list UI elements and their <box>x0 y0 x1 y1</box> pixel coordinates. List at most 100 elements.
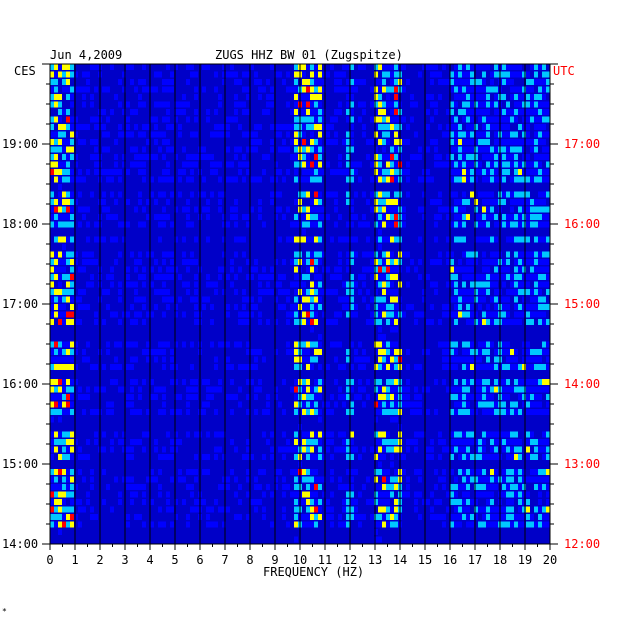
spectrogram-cell <box>310 169 314 175</box>
spectrogram-cell <box>338 71 342 78</box>
spectrogram-cell <box>250 296 254 303</box>
spectrogram-cell <box>314 86 318 93</box>
spectrogram-cell <box>514 296 518 303</box>
spectrogram-cell <box>382 409 386 415</box>
spectrogram-cell <box>58 379 62 385</box>
spectrogram-cell <box>462 251 466 258</box>
spectrogram-cell <box>58 116 62 123</box>
spectrogram-cell <box>522 379 526 385</box>
spectrogram-cell <box>374 236 378 243</box>
spectrogram-cell <box>222 79 226 85</box>
spectrogram-cell <box>494 364 498 370</box>
spectrogram-cell <box>106 409 110 415</box>
spectrogram-cell <box>162 176 166 183</box>
spectrogram-cell <box>462 431 466 438</box>
spectrogram-cell <box>166 101 170 108</box>
spectrogram-cell <box>490 146 494 153</box>
spectrogram-cell <box>138 484 142 490</box>
spectrogram-cell <box>474 484 478 490</box>
spectrogram-cell <box>442 341 446 348</box>
spectrogram-cell <box>126 484 130 490</box>
spectrogram-cell <box>378 274 382 280</box>
spectrogram-cell <box>378 64 382 70</box>
spectrogram-cell <box>470 154 474 160</box>
spectrogram-cell <box>466 289 470 295</box>
spectrogram-cell <box>542 379 546 385</box>
spectrogram-cell <box>154 131 158 138</box>
spectrogram-cell <box>502 469 506 475</box>
spectrogram-cell <box>50 311 54 318</box>
spectrogram-cell <box>186 199 190 205</box>
spectrogram-cell <box>474 79 478 85</box>
spectrogram-cell <box>102 124 106 130</box>
spectrogram-cell <box>394 326 398 333</box>
spectrogram-cell <box>418 206 422 213</box>
spectrogram-cell <box>102 431 106 438</box>
spectrogram-cell <box>378 506 382 513</box>
spectrogram-cell <box>74 514 78 520</box>
spectrogram-cell <box>162 206 166 213</box>
spectrogram-cell <box>306 86 310 93</box>
spectrogram-cell <box>374 154 378 160</box>
spectrogram-cell <box>150 499 154 505</box>
spectrogram-cell <box>502 131 506 138</box>
spectrogram-cell <box>314 289 318 295</box>
spectrogram-cell <box>294 139 298 145</box>
spectrogram-cell <box>450 446 454 453</box>
spectrogram-cell <box>54 139 58 145</box>
spectrogram-cell <box>438 431 442 438</box>
spectrogram-cell <box>82 506 86 513</box>
spectrogram-cell <box>386 439 390 445</box>
spectrogram-cell <box>70 86 74 93</box>
spectrogram-cell <box>226 484 230 490</box>
spectrogram-cell <box>382 214 386 220</box>
spectrogram-cell <box>474 169 478 175</box>
spectrogram-cell <box>494 356 498 363</box>
spectrogram-cell <box>434 146 438 153</box>
spectrogram-cell <box>314 221 318 228</box>
spectrogram-cell <box>242 109 246 115</box>
spectrogram-cell <box>490 521 494 528</box>
spectrogram-cell <box>338 514 342 520</box>
spectrogram-cell <box>130 281 134 288</box>
spectrogram-cell <box>370 161 374 168</box>
spectrogram-cell <box>114 341 118 348</box>
spectrogram-cell <box>494 401 498 408</box>
spectrogram-cell <box>406 124 410 130</box>
spectrogram-cell <box>462 364 466 370</box>
spectrogram-cell <box>322 401 326 408</box>
spectrogram-cell <box>394 206 398 213</box>
spectrogram-cell <box>318 131 322 138</box>
spectrogram-cell <box>346 304 350 310</box>
spectrogram-cell <box>270 191 274 198</box>
spectrogram-cell <box>350 476 354 483</box>
spectrogram-cell <box>482 251 486 258</box>
spectrogram-cell <box>82 266 86 273</box>
spectrogram-cell <box>466 349 470 355</box>
spectrogram-cell <box>62 266 66 273</box>
spectrogram-cell <box>438 191 442 198</box>
spectrogram-cell <box>202 176 206 183</box>
spectrogram-cell <box>70 221 74 228</box>
spectrogram-cell <box>82 394 86 400</box>
spectrogram-cell <box>458 439 462 445</box>
spectrogram-cell <box>130 499 134 505</box>
spectrogram-cell <box>390 176 394 183</box>
spectrogram-cell <box>186 521 190 528</box>
spectrogram-cell <box>538 169 542 175</box>
spectrogram-cell <box>174 109 178 115</box>
spectrogram-cell <box>518 469 522 475</box>
spectrogram-cell <box>394 154 398 160</box>
spectrogram-cell <box>526 94 530 100</box>
spectrogram-cell <box>266 281 270 288</box>
spectrogram-cell <box>294 364 298 370</box>
spectrogram-cell <box>266 274 270 280</box>
spectrogram-cell <box>62 296 66 303</box>
spectrogram-cell <box>346 439 350 445</box>
spectrogram-cell <box>466 386 470 393</box>
spectrogram-cell <box>314 296 318 303</box>
spectrogram-cell <box>194 506 198 513</box>
spectrogram-cell <box>350 491 354 498</box>
spectrogram-cell <box>238 319 242 325</box>
spectrogram-cell <box>294 431 298 438</box>
